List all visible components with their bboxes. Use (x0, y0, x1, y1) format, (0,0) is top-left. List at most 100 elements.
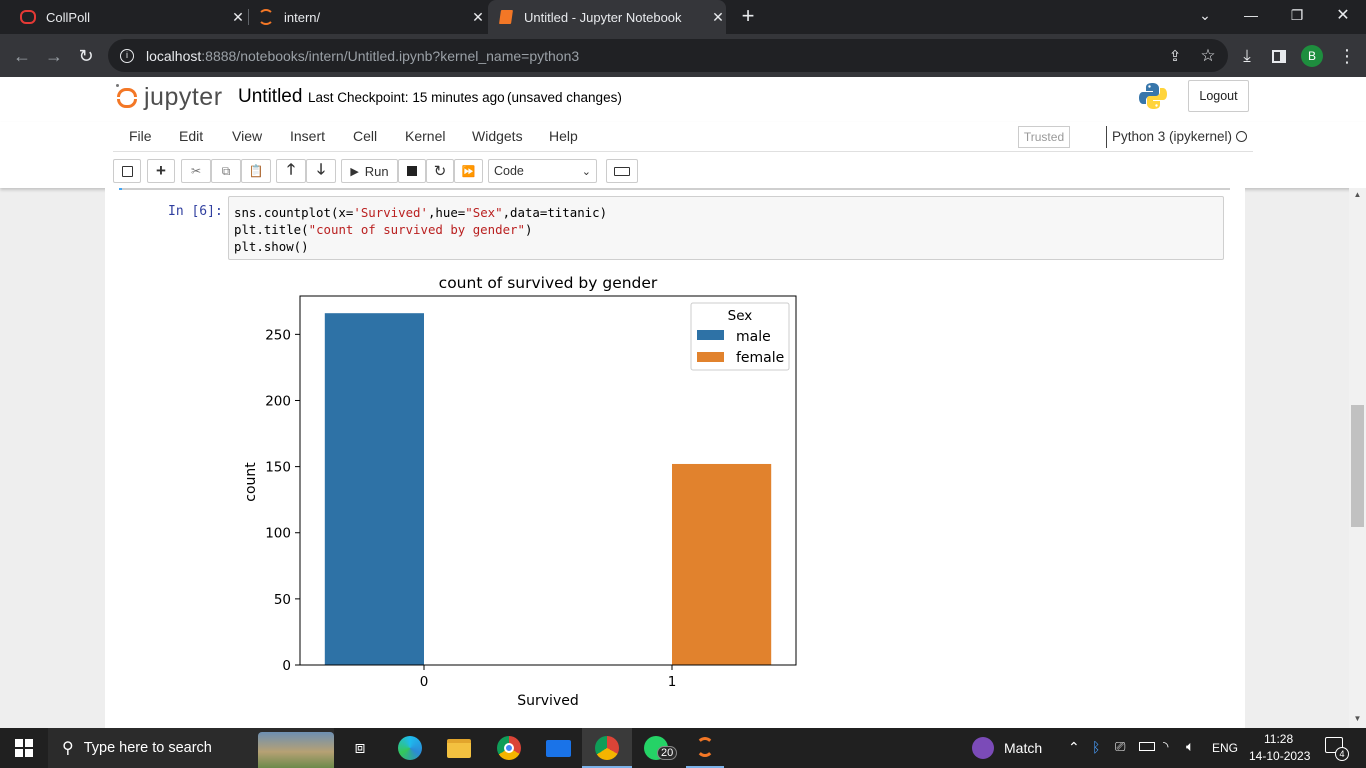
menu-insert[interactable]: Insert (290, 128, 326, 144)
move-down-button[interactable]: 🡓 (306, 159, 336, 183)
book-favicon-icon (499, 10, 513, 24)
menubar-frame (113, 122, 1253, 152)
forward-arrow-icon[interactable]: → (45, 45, 63, 66)
notebook-name[interactable]: Untitled (238, 86, 303, 107)
mail-icon[interactable] (544, 734, 572, 762)
y-axis-label: count (243, 462, 259, 502)
show-hidden-icons-chevron-icon[interactable]: ⌃ (1068, 739, 1080, 755)
checkpoint-time: 15 minutes ago (412, 90, 505, 105)
code-cell-editor[interactable]: sns.countplot(x='Survived',hue="Sex",dat… (228, 196, 1224, 260)
cut-button[interactable]: ✂ (181, 159, 211, 183)
reload-icon[interactable]: ↻ (78, 45, 94, 66)
menu-kernel[interactable]: Kernel (405, 128, 446, 144)
new-tab-button[interactable]: + (741, 3, 755, 28)
meet-now-icon[interactable]: ⎚ (1115, 739, 1126, 754)
run-button[interactable]: ▶ Run (341, 159, 398, 183)
kebab-menu-icon[interactable]: ⋮ (1338, 45, 1356, 66)
notification-center-icon[interactable] (1325, 737, 1343, 753)
menu-widgets[interactable]: Widgets (472, 128, 523, 144)
url-host: localhost (146, 47, 202, 64)
bar-male-0 (324, 313, 424, 665)
logout-button[interactable]: Logout (1188, 80, 1249, 112)
insert-cell-button[interactable]: + (147, 159, 175, 183)
bookmark-star-icon[interactable]: ☆ (1200, 46, 1216, 65)
tab-collpoll[interactable]: CollPoll ✕ (8, 0, 246, 34)
clock-date[interactable]: 14-10-2023 (1249, 749, 1311, 763)
copy-button[interactable]: ⧉ (211, 159, 241, 183)
menu-help[interactable]: Help (549, 128, 578, 144)
jupyter-taskbar-icon[interactable] (686, 728, 724, 768)
battery-icon[interactable] (1139, 742, 1155, 751)
checkpoint-label: Last Checkpoint: 15 minutes ago (308, 90, 505, 105)
jupyter-logo[interactable]: jupyter (116, 83, 223, 112)
paste-button[interactable]: 📋 (241, 159, 271, 183)
tab-search-chevron-icon[interactable]: ⌄ (1199, 6, 1211, 23)
address-bar[interactable]: i localhost:8888/notebooks/intern/Untitl… (108, 39, 1228, 72)
tab-jupyter-notebook[interactable]: Untitled - Jupyter Notebook ✕ (488, 0, 726, 34)
scrollbar-thumb[interactable] (1351, 405, 1364, 527)
legend-label-female: female (736, 350, 784, 366)
search-icon: ⚲ (62, 740, 74, 757)
cell-type-select[interactable]: Code ⌄ (488, 159, 597, 183)
previous-cell-edge (119, 188, 1230, 190)
restart-kernel-button[interactable]: ↻ (426, 159, 454, 183)
scroll-down-arrow-icon[interactable]: ▼ (1353, 714, 1362, 723)
menu-file[interactable]: File (129, 128, 152, 144)
y-tick-label: 150 (265, 460, 291, 476)
minimize-icon[interactable]: — (1244, 7, 1258, 23)
edge-browser-icon[interactable] (396, 734, 424, 762)
clock-time[interactable]: 11:28 (1264, 732, 1294, 746)
kernel-name[interactable]: Python 3 (ipykernel) (1112, 129, 1233, 144)
chrome-icon[interactable] (495, 734, 523, 762)
notification-count: 4 (1335, 747, 1349, 761)
menu-view[interactable]: View (232, 128, 263, 144)
restart-run-all-button[interactable]: ⏩ (454, 159, 483, 183)
wifi-icon[interactable]: ◝ (1163, 738, 1169, 754)
code-token: sns.countplot(x= (234, 205, 354, 220)
code-token: ,data=titanic) (502, 205, 608, 220)
code-string: "Sex" (465, 205, 503, 220)
restore-icon[interactable]: ❐ (1290, 6, 1304, 23)
page-scrollbar[interactable]: ▲ ▼ (1349, 188, 1366, 728)
download-icon[interactable]: ⤓ (1243, 46, 1251, 65)
avatar[interactable]: B (1301, 45, 1323, 67)
browser-toolbar: ← → ↻ i localhost:8888/notebooks/intern/… (0, 34, 1366, 77)
tab-divider (248, 9, 249, 25)
close-icon[interactable]: ✕ (232, 8, 244, 25)
play-icon: ▶ (350, 165, 359, 178)
x-tick-label: 0 (420, 674, 429, 690)
side-panel-icon[interactable] (1266, 43, 1292, 69)
move-up-button[interactable]: 🡑 (276, 159, 306, 183)
interrupt-kernel-button[interactable] (398, 159, 426, 183)
cell-type-value: Code (494, 164, 524, 178)
checkpoint-label-text: Last Checkpoint: (308, 90, 409, 105)
chrome-profile-active-app[interactable] (582, 728, 632, 768)
close-icon[interactable]: ✕ (712, 8, 724, 25)
close-icon[interactable]: ✕ (472, 8, 484, 25)
scroll-up-arrow-icon[interactable]: ▲ (1353, 190, 1362, 199)
windows-start-icon[interactable] (10, 734, 38, 762)
language-indicator[interactable]: ENG (1212, 741, 1239, 755)
command-palette-button[interactable] (606, 159, 638, 183)
weather-widget[interactable]: Match (972, 728, 1042, 768)
menu-edit[interactable]: Edit (179, 128, 204, 144)
weather-label: Match (1004, 740, 1043, 756)
tab-title: intern/ (284, 9, 321, 25)
windows-taskbar: ⚲ Type here to search ⧈ 20 Match ⌃ ᛒ ⎚ ◝… (0, 728, 1366, 768)
task-view-icon[interactable]: ⧈ (354, 738, 366, 757)
legend-title: Sex (728, 308, 753, 324)
back-arrow-icon[interactable]: ← (13, 45, 31, 66)
code-line: plt.title("count of survived by gender") (234, 221, 1218, 238)
file-explorer-icon[interactable] (445, 734, 473, 762)
close-window-icon[interactable]: ✕ (1336, 7, 1350, 24)
trusted-indicator[interactable]: Trusted (1018, 126, 1070, 148)
menu-cell[interactable]: Cell (353, 128, 378, 144)
whatsapp-badge: 20 (657, 746, 678, 760)
share-icon[interactable]: ⇪ (1168, 48, 1182, 65)
tab-title: Untitled - Jupyter Notebook (524, 9, 682, 25)
volume-icon[interactable]: 🔈︎ (1186, 738, 1195, 754)
save-button[interactable] (113, 159, 141, 183)
code-token: ) (524, 222, 533, 237)
tab-intern[interactable]: intern/ ✕ (250, 0, 486, 34)
bluetooth-icon[interactable]: ᛒ (1092, 739, 1101, 755)
